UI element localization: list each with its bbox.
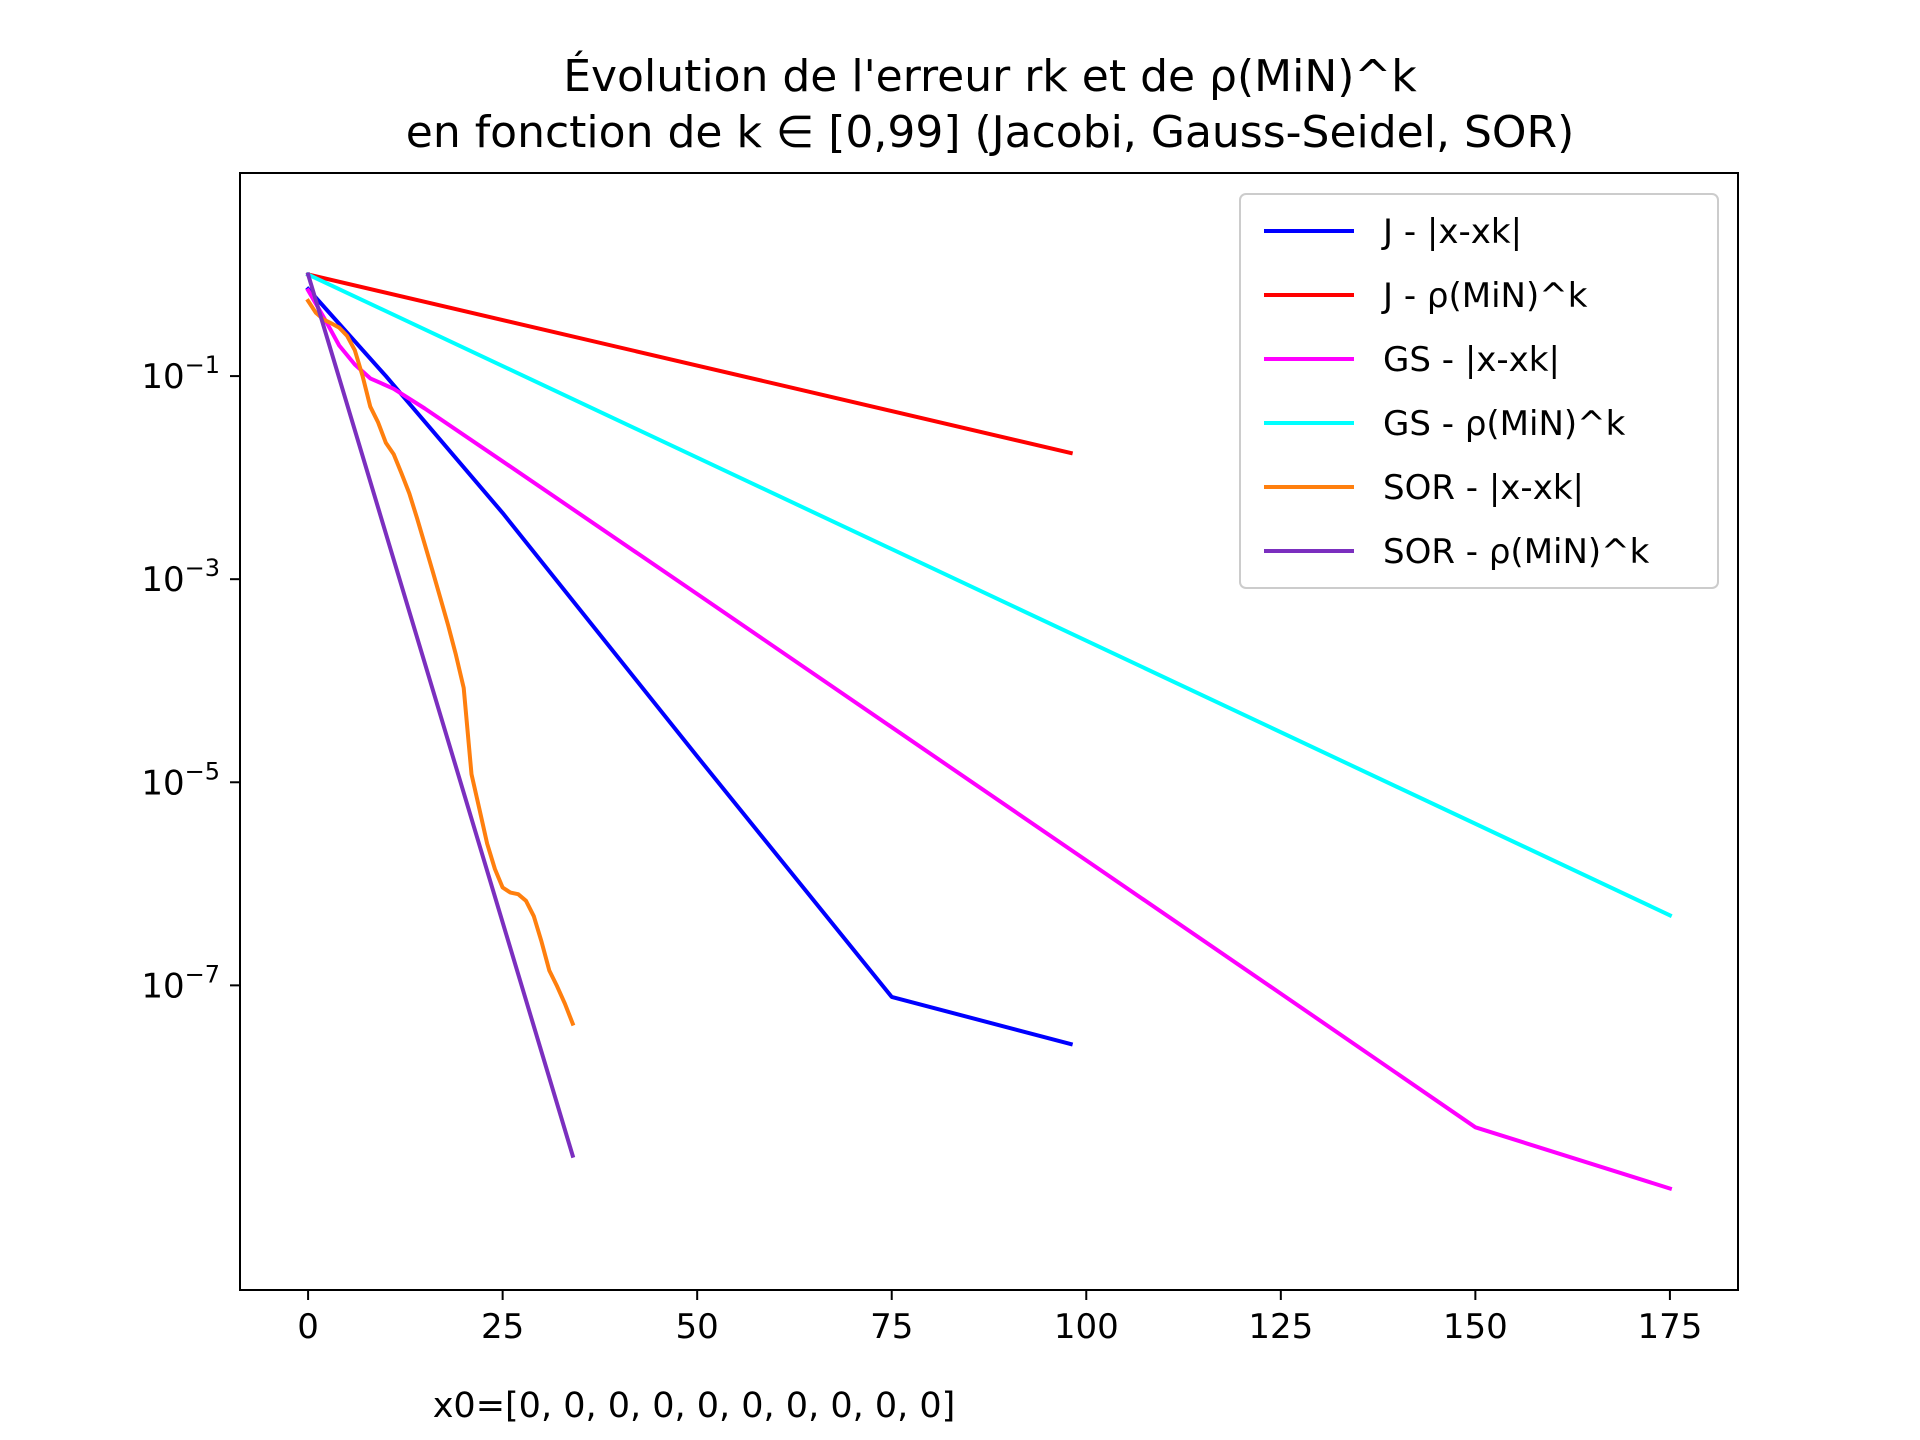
x-tick-label: 150 bbox=[1443, 1307, 1508, 1347]
legend-label-5: SOR - ρ(MiN)^k bbox=[1383, 532, 1650, 572]
y-tick-label: 10−5 bbox=[141, 757, 220, 803]
chart-title-line1: Évolution de l'erreur rk et de ρ(MiN)^k bbox=[563, 49, 1417, 102]
series-line-2 bbox=[305, 287, 1673, 1192]
x-tick-label: 75 bbox=[870, 1307, 913, 1347]
series-line-3 bbox=[305, 271, 1673, 918]
y-tick-label: 10−7 bbox=[141, 960, 220, 1006]
series-line-4 bbox=[305, 298, 576, 1027]
x-tick-label: 175 bbox=[1637, 1307, 1702, 1347]
x-axis-ticks: 0 25 50 75 100 125 150 175 bbox=[297, 1290, 1702, 1347]
series-line-1 bbox=[305, 272, 1074, 456]
legend-box bbox=[1239, 193, 1719, 589]
x-tick-label: 0 bbox=[297, 1307, 319, 1347]
plot-area-frame bbox=[239, 172, 1739, 1291]
x-tick-label: 50 bbox=[676, 1307, 719, 1347]
series-line-0 bbox=[305, 286, 1074, 1047]
legend-items: J - |x-xk| J - ρ(MiN)^k GS - |x-xk| GS - ρ(… bbox=[1264, 212, 1650, 572]
x-axis-label: x0=[0, 0, 0, 0, 0, 0, 0, 0, 0, 0] bbox=[433, 1386, 956, 1426]
y-axis-ticks: 10−1 10−3 10−5 10−7 bbox=[141, 351, 240, 1006]
legend-label-1: J - ρ(MiN)^k bbox=[1381, 276, 1588, 316]
series-line-5 bbox=[305, 272, 576, 1159]
x-tick-label: 25 bbox=[481, 1307, 524, 1347]
y-tick-label: 10−1 bbox=[141, 351, 220, 397]
y-tick-label: 10−3 bbox=[141, 554, 220, 600]
x-tick-label: 100 bbox=[1054, 1307, 1119, 1347]
legend: J - |x-xk| J - ρ(MiN)^k GS - |x-xk| GS - ρ(… bbox=[1239, 193, 1719, 589]
legend-label-4: SOR - |x-xk| bbox=[1383, 468, 1584, 508]
legend-label-0: J - |x-xk| bbox=[1381, 212, 1522, 252]
series-layer bbox=[305, 271, 1673, 1192]
legend-label-2: GS - |x-xk| bbox=[1383, 340, 1560, 380]
chart-title-line2: en fonction de k ∈ [0,99] (Jacobi, Gauss… bbox=[406, 107, 1575, 158]
legend-label-3: GS - ρ(MiN)^k bbox=[1383, 404, 1626, 444]
x-tick-label: 125 bbox=[1248, 1307, 1313, 1347]
